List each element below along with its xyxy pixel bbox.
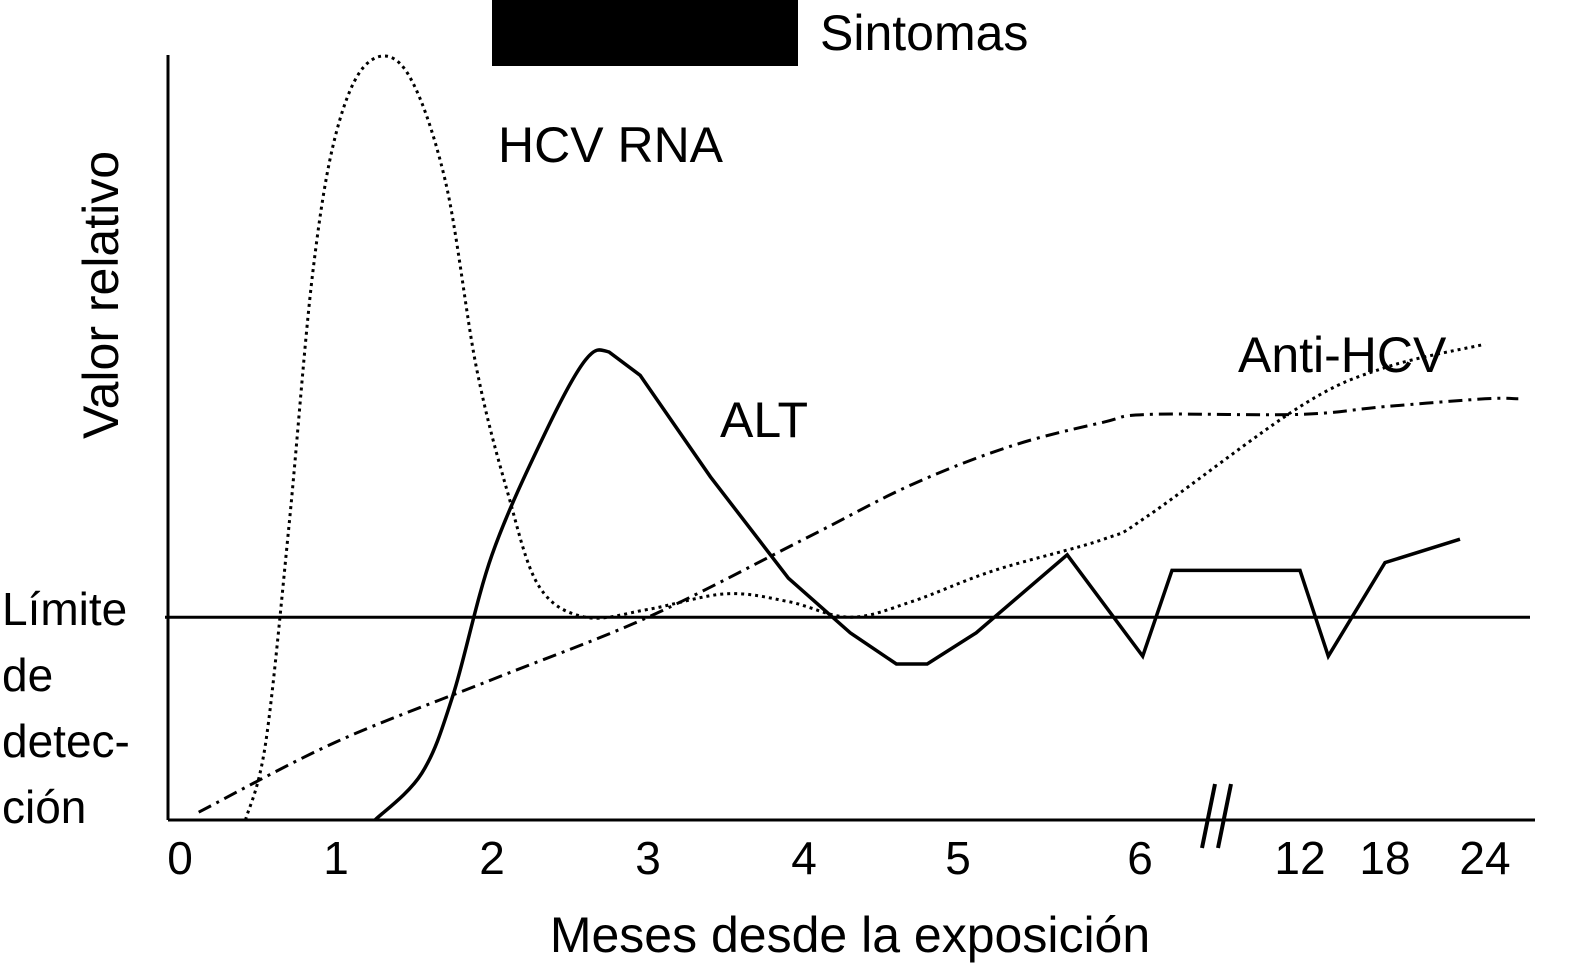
- series-line-hcv-rna: [244, 54, 1486, 821]
- x-tick-label: 4: [791, 832, 817, 884]
- series-line-anti-hcv: [198, 396, 1519, 814]
- series-label-alt: ALT: [720, 392, 808, 448]
- x-axis-title: Meses desde la exposición: [550, 907, 1150, 963]
- series-label-hcv-rna: HCV RNA: [498, 117, 724, 173]
- detection-limit-label: Límite de detec-ción: [2, 583, 130, 833]
- x-tick-label: 24: [1459, 832, 1510, 884]
- symptoms-label: Sintomas: [820, 5, 1028, 61]
- series-label-anti-hcv: Anti-HCV: [1238, 327, 1447, 383]
- x-tick-labels: 0 1 2 3 4 5 6 12 18 24: [167, 832, 1510, 884]
- y-axis-title: Valor relativo: [73, 151, 129, 439]
- x-tick-label: 2: [479, 832, 505, 884]
- detection-limit-label-line: ción: [2, 781, 86, 833]
- symptoms-bar: [492, 0, 798, 66]
- axis-break-stroke: [1216, 783, 1233, 849]
- series-lines: [198, 54, 1519, 822]
- detection-limit-label-line: de: [2, 649, 53, 701]
- axis-break-marker: [1200, 783, 1233, 849]
- x-tick-label: 1: [323, 832, 349, 884]
- x-tick-label: 5: [945, 832, 971, 884]
- series-line-alt: [373, 348, 1461, 822]
- detection-limit-label-line: Límite: [2, 583, 127, 635]
- x-tick-label: 18: [1359, 832, 1410, 884]
- x-tick-label: 0: [167, 832, 193, 884]
- detection-limit-label-line: detec-: [2, 715, 130, 767]
- axis-break-stroke: [1200, 783, 1217, 849]
- x-tick-label: 3: [635, 832, 661, 884]
- x-tick-label: 12: [1274, 832, 1325, 884]
- x-tick-label: 6: [1127, 832, 1153, 884]
